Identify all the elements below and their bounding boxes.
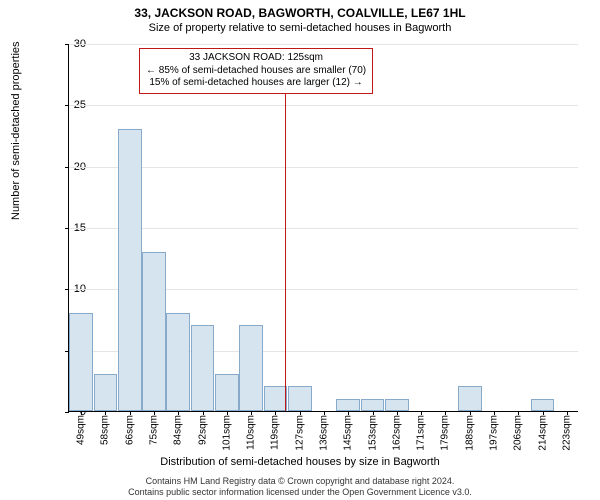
histogram-bar (166, 313, 190, 411)
x-tick-label: 214sqm (537, 411, 548, 451)
x-tick-label: 110sqm (246, 411, 257, 450)
x-tick-label: 145sqm (343, 411, 354, 451)
reference-line (285, 62, 286, 411)
x-tick-label: 127sqm (294, 411, 305, 451)
x-tick-label: 136sqm (319, 411, 330, 451)
x-tick-label: 188sqm (464, 411, 475, 451)
x-tick-label: 223sqm (561, 411, 572, 451)
histogram-bar (142, 252, 166, 411)
grid-line (69, 167, 578, 168)
histogram-bar (288, 386, 312, 411)
grid-line (69, 105, 578, 106)
annotation-line: ← 85% of semi-detached houses are smalle… (146, 65, 366, 78)
footer-attribution: Contains HM Land Registry data © Crown c… (0, 476, 600, 499)
annotation-line: 15% of semi-detached houses are larger (… (146, 77, 366, 90)
histogram-bar (458, 386, 482, 411)
footer-line-2: Contains public sector information licen… (0, 487, 600, 498)
x-tick-label: 84sqm (173, 411, 184, 445)
x-tick-label: 119sqm (270, 411, 281, 450)
x-axis-label: Distribution of semi-detached houses by … (0, 456, 600, 468)
footer-line-1: Contains HM Land Registry data © Crown c… (0, 476, 600, 487)
grid-line (69, 44, 578, 45)
x-tick-label: 206sqm (513, 411, 524, 451)
histogram-bar (191, 325, 215, 411)
x-tick-label: 75sqm (149, 411, 160, 445)
histogram-bar (94, 374, 118, 411)
histogram-bar (336, 399, 360, 411)
annotation-line: 33 JACKSON ROAD: 125sqm (146, 52, 366, 65)
x-tick-label: 162sqm (391, 411, 402, 451)
histogram-bar (361, 399, 385, 411)
histogram-bar (215, 374, 239, 411)
chart-subtitle: Size of property relative to semi-detach… (0, 20, 600, 38)
histogram-bar (239, 325, 263, 411)
histogram-bar (385, 399, 409, 411)
chart-plot-area: 49sqm58sqm66sqm75sqm84sqm92sqm101sqm110s… (68, 44, 578, 412)
chart-title: 33, JACKSON ROAD, BAGWORTH, COALVILLE, L… (0, 0, 600, 20)
grid-line (69, 228, 578, 229)
x-tick-label: 58sqm (100, 411, 111, 445)
annotation-box: 33 JACKSON ROAD: 125sqm← 85% of semi-det… (139, 48, 373, 94)
histogram-bar (264, 386, 288, 411)
x-tick-label: 197sqm (489, 411, 500, 451)
histogram-bar (531, 399, 555, 411)
x-tick-label: 66sqm (124, 411, 135, 445)
x-tick-label: 101sqm (221, 411, 232, 451)
x-tick-label: 153sqm (367, 411, 378, 451)
histogram-bar (69, 313, 93, 411)
histogram-bar (118, 129, 142, 411)
x-tick-label: 171sqm (416, 411, 427, 451)
x-tick-label: 92sqm (197, 411, 208, 445)
y-axis-label: Number of semi-detached properties (10, 41, 22, 220)
x-tick-label: 179sqm (440, 411, 451, 451)
